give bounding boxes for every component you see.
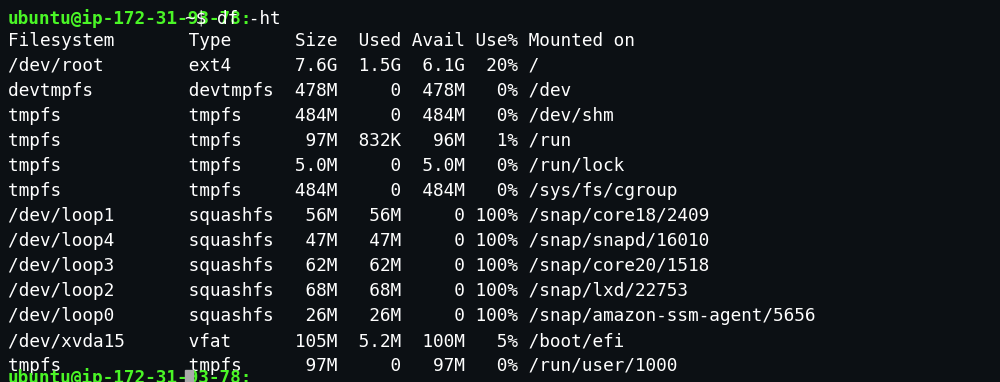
Text: ~$ df -ht: ~$ df -ht	[185, 9, 281, 27]
Text: devtmpfs         devtmpfs  478M     0  478M   0% /dev: devtmpfs devtmpfs 478M 0 478M 0% /dev	[8, 82, 571, 100]
Text: /dev/xvda15      vfat      105M  5.2M  100M   5% /boot/efi: /dev/xvda15 vfat 105M 5.2M 100M 5% /boot…	[8, 332, 624, 350]
Text: ubuntu@ip-172-31-93-78:: ubuntu@ip-172-31-93-78:	[8, 368, 252, 382]
Text: /dev/loop4       squashfs   47M   47M     0 100% /snap/snapd/16010: /dev/loop4 squashfs 47M 47M 0 100% /snap…	[8, 232, 709, 250]
Text: /dev/root        ext4      7.6G  1.5G  6.1G  20% /: /dev/root ext4 7.6G 1.5G 6.1G 20% /	[8, 57, 539, 75]
Text: tmpfs            tmpfs     5.0M     0  5.0M   0% /run/lock: tmpfs tmpfs 5.0M 0 5.0M 0% /run/lock	[8, 157, 624, 175]
Text: /dev/loop0       squashfs   26M   26M     0 100% /snap/amazon-ssm-agent/5656: /dev/loop0 squashfs 26M 26M 0 100% /snap…	[8, 307, 816, 325]
Bar	[185, 370, 193, 382]
Text: tmpfs            tmpfs     484M     0  484M   0% /sys/fs/cgroup: tmpfs tmpfs 484M 0 484M 0% /sys/fs/cgrou…	[8, 182, 677, 200]
Text: tmpfs            tmpfs      97M  832K   96M   1% /run: tmpfs tmpfs 97M 832K 96M 1% /run	[8, 132, 571, 150]
Text: /dev/loop3       squashfs   62M   62M     0 100% /snap/core20/1518: /dev/loop3 squashfs 62M 62M 0 100% /snap…	[8, 257, 709, 275]
Text: Filesystem       Type      Size  Used Avail Use% Mounted on: Filesystem Type Size Used Avail Use% Mou…	[8, 32, 635, 50]
Text: /dev/loop1       squashfs   56M   56M     0 100% /snap/core18/2409: /dev/loop1 squashfs 56M 56M 0 100% /snap…	[8, 207, 709, 225]
Text: /dev/loop2       squashfs   68M   68M     0 100% /snap/lxd/22753: /dev/loop2 squashfs 68M 68M 0 100% /snap…	[8, 282, 688, 300]
Text: ubuntu@ip-172-31-93-78:: ubuntu@ip-172-31-93-78:	[8, 9, 252, 28]
Text: tmpfs            tmpfs     484M     0  484M   0% /dev/shm: tmpfs tmpfs 484M 0 484M 0% /dev/shm	[8, 107, 614, 125]
Text: tmpfs            tmpfs      97M     0   97M   0% /run/user/1000: tmpfs tmpfs 97M 0 97M 0% /run/user/1000	[8, 357, 677, 375]
